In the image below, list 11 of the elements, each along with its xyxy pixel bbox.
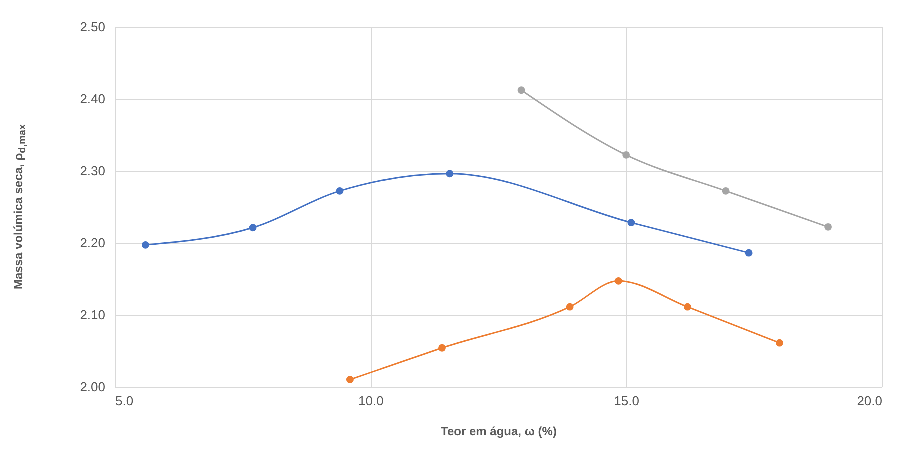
x-axis-title: Teor em água, ω (%) xyxy=(441,424,557,438)
y-tick-label: 2.50 xyxy=(80,20,106,34)
y-tick-label: 2.10 xyxy=(80,308,106,322)
y-tick-label: 2.00 xyxy=(80,380,106,394)
y-tick-label: 2.40 xyxy=(80,92,106,106)
x-tick-label: 5.0 xyxy=(116,394,134,408)
y-tick-label: 2.20 xyxy=(80,236,106,250)
x-tick-label: 10.0 xyxy=(358,394,384,408)
x-tick-label: 20.0 xyxy=(857,394,882,408)
x-tick-label: 15.0 xyxy=(614,394,640,408)
y-tick-label: 2.30 xyxy=(80,164,106,178)
